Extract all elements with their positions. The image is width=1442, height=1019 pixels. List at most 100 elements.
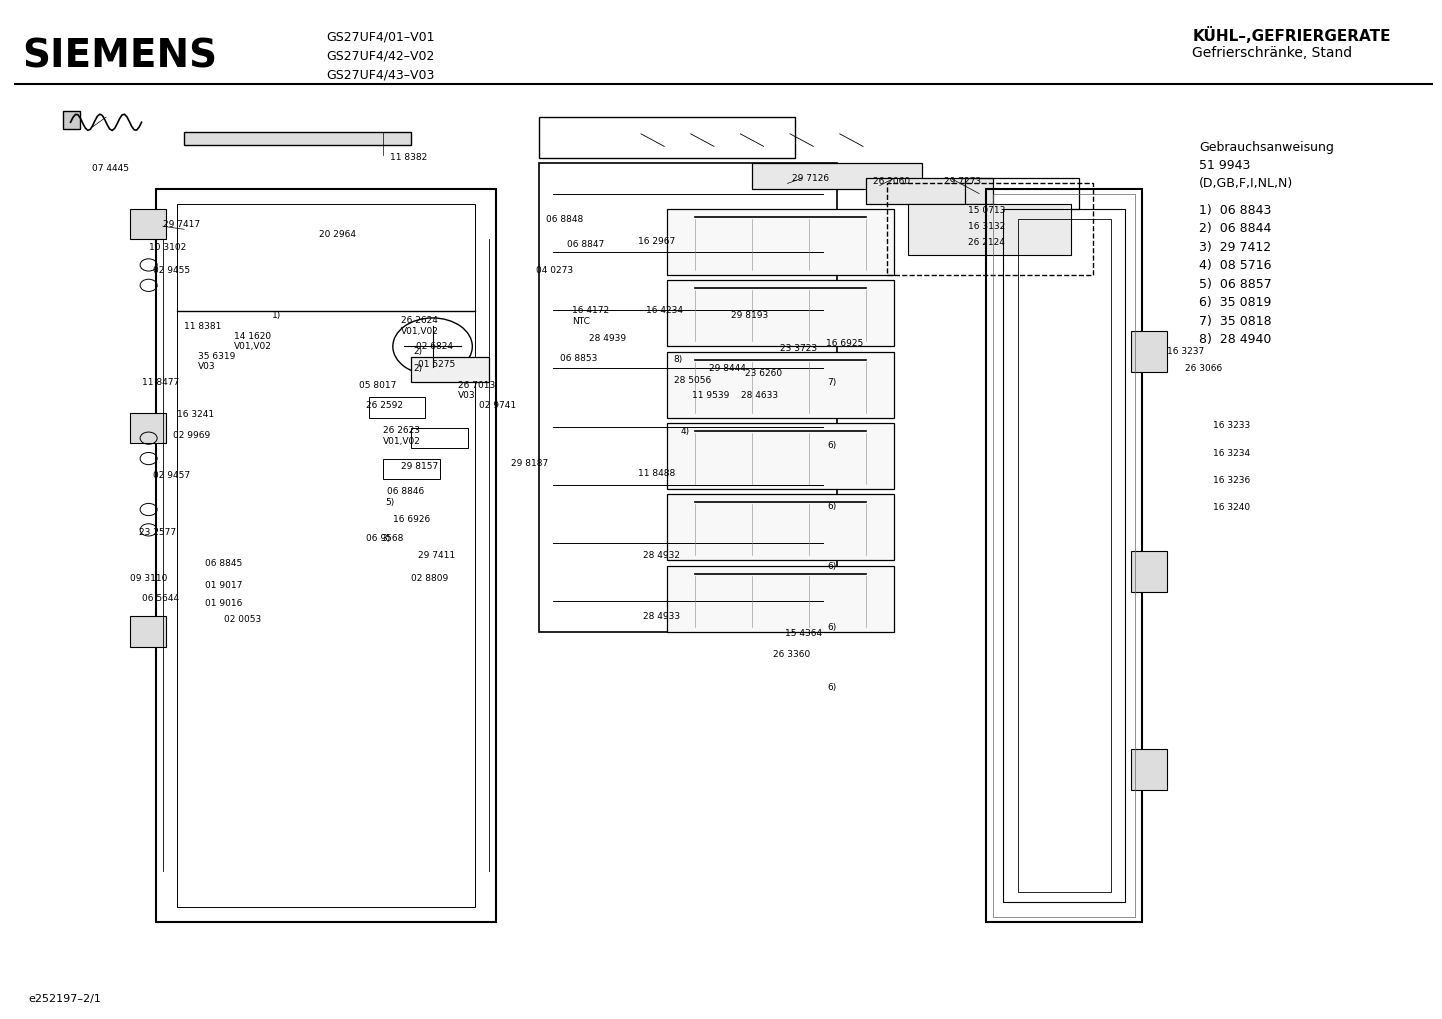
Text: 4): 4) [681, 427, 689, 435]
Text: 6): 6) [826, 441, 836, 449]
Text: 29 7273: 29 7273 [943, 177, 981, 185]
Text: 23 6260: 23 6260 [746, 370, 782, 378]
Text: SIEMENS: SIEMENS [23, 37, 218, 75]
Bar [411, 357, 489, 382]
Text: 02 9457: 02 9457 [153, 472, 190, 480]
Text: 16 3237: 16 3237 [1167, 347, 1204, 356]
Text: 26 2124: 26 2124 [968, 238, 1005, 247]
Text: 1)  06 8843
2)  06 8844
3)  29 7412
4)  08 5716
5)  06 8857
6)  35 0819
7)  35 0: 1) 06 8843 2) 06 8844 3) 29 7412 4) 08 5… [1200, 204, 1272, 346]
Bar [63, 111, 81, 129]
Text: 16 3234: 16 3234 [1213, 449, 1250, 458]
Text: 23 2577: 23 2577 [138, 529, 176, 537]
Text: 02 6824: 02 6824 [415, 342, 453, 351]
Text: 11 8488: 11 8488 [639, 470, 676, 478]
Bar [130, 616, 166, 647]
Bar [666, 209, 894, 275]
Text: 29 8157: 29 8157 [401, 463, 438, 471]
Text: 26 7013
V03: 26 7013 V03 [459, 380, 496, 400]
Text: 6): 6) [826, 684, 836, 692]
Text: 01 9017: 01 9017 [205, 582, 242, 590]
Text: 01 9016: 01 9016 [205, 599, 242, 607]
Bar [666, 280, 894, 346]
Text: 02 9741: 02 9741 [479, 401, 516, 410]
Text: 04 0273: 04 0273 [536, 266, 574, 274]
Text: Gebrauchsanweisung
51 9943
(D,GB,F,I,NL,N): Gebrauchsanweisung 51 9943 (D,GB,F,I,NL,… [1200, 141, 1334, 190]
Text: 09 3110: 09 3110 [130, 575, 167, 583]
Bar [753, 163, 923, 189]
Text: 29 8187: 29 8187 [510, 460, 548, 468]
Bar [994, 194, 1135, 917]
Text: 02 0053: 02 0053 [224, 615, 261, 624]
Text: 07 4445: 07 4445 [92, 164, 128, 172]
Text: 11 9539: 11 9539 [692, 391, 730, 399]
Text: 16 3240: 16 3240 [1213, 503, 1250, 512]
Text: 29 7126: 29 7126 [792, 174, 829, 182]
Text: 14 1620
V01,V02: 14 1620 V01,V02 [234, 331, 271, 352]
Text: 06 8846: 06 8846 [386, 487, 424, 495]
Text: 16 3132: 16 3132 [968, 222, 1005, 230]
Text: 16 3236: 16 3236 [1213, 477, 1250, 485]
Bar [1131, 551, 1167, 592]
Text: 16 3241: 16 3241 [177, 411, 215, 419]
Bar [369, 397, 425, 418]
Text: 26 2592: 26 2592 [366, 401, 402, 410]
Text: 26 2624
V01,V02: 26 2624 V01,V02 [401, 316, 440, 336]
Text: 16 4234: 16 4234 [646, 307, 682, 315]
Text: 1): 1) [271, 312, 281, 320]
Text: 16 6926: 16 6926 [392, 516, 430, 524]
Bar [666, 494, 894, 560]
Text: 26 3360: 26 3360 [773, 650, 810, 658]
Bar [1131, 749, 1167, 790]
Bar [156, 189, 496, 922]
Text: 11 8477: 11 8477 [141, 378, 179, 386]
Text: Gefrierschränke, Stand: Gefrierschränke, Stand [1193, 46, 1353, 60]
Bar [185, 132, 411, 145]
Text: 29 7417: 29 7417 [163, 220, 200, 228]
Text: 01 5275: 01 5275 [418, 361, 456, 369]
Text: 28 4939: 28 4939 [588, 334, 626, 342]
Bar [130, 413, 166, 443]
Text: 28 4633: 28 4633 [741, 391, 777, 399]
Text: 6): 6) [826, 502, 836, 511]
Text: 05 8017: 05 8017 [359, 381, 397, 389]
Text: 26 3066: 26 3066 [1185, 365, 1223, 373]
Bar [887, 183, 1093, 275]
Text: 29 8193: 29 8193 [731, 312, 769, 320]
Bar [666, 566, 894, 632]
Bar [411, 428, 469, 448]
Text: 28 4933: 28 4933 [643, 612, 679, 621]
Text: 28 4932: 28 4932 [643, 551, 679, 559]
Text: 8): 8) [673, 356, 684, 364]
Text: 16 6925: 16 6925 [826, 339, 864, 347]
Text: 29 7411: 29 7411 [418, 551, 456, 559]
Text: 15 0713: 15 0713 [968, 207, 1005, 215]
Text: 16 2967: 16 2967 [639, 237, 676, 246]
Bar [965, 178, 1079, 209]
Text: 06 8848: 06 8848 [547, 215, 584, 223]
Text: 6): 6) [826, 624, 836, 632]
Text: 26 2623
V01,V02: 26 2623 V01,V02 [384, 426, 421, 446]
Text: 11 8381: 11 8381 [185, 322, 222, 330]
Bar [908, 204, 1071, 255]
Text: 3): 3) [381, 534, 391, 542]
Bar [177, 204, 476, 907]
Text: 06 8845: 06 8845 [205, 559, 242, 568]
Bar [1018, 219, 1112, 892]
Text: 16 4172
NTC: 16 4172 NTC [571, 306, 609, 326]
Bar [130, 209, 166, 239]
Text: 02 9969: 02 9969 [173, 431, 211, 439]
Text: 28 5056: 28 5056 [673, 376, 711, 384]
Text: 2): 2) [414, 365, 423, 373]
Text: 02 9455: 02 9455 [153, 266, 190, 274]
Text: 06 8853: 06 8853 [561, 355, 598, 363]
Bar [986, 189, 1142, 922]
Bar [666, 423, 894, 489]
Bar [1131, 331, 1167, 372]
Bar [539, 163, 838, 632]
Bar [865, 178, 994, 204]
Text: KÜHL–,GEFRIERGERATE: KÜHL–,GEFRIERGERATE [1193, 28, 1390, 44]
Bar [666, 352, 894, 418]
Bar [1004, 209, 1125, 902]
Text: 29 8444: 29 8444 [709, 365, 747, 373]
Text: 06 8847: 06 8847 [568, 240, 604, 249]
